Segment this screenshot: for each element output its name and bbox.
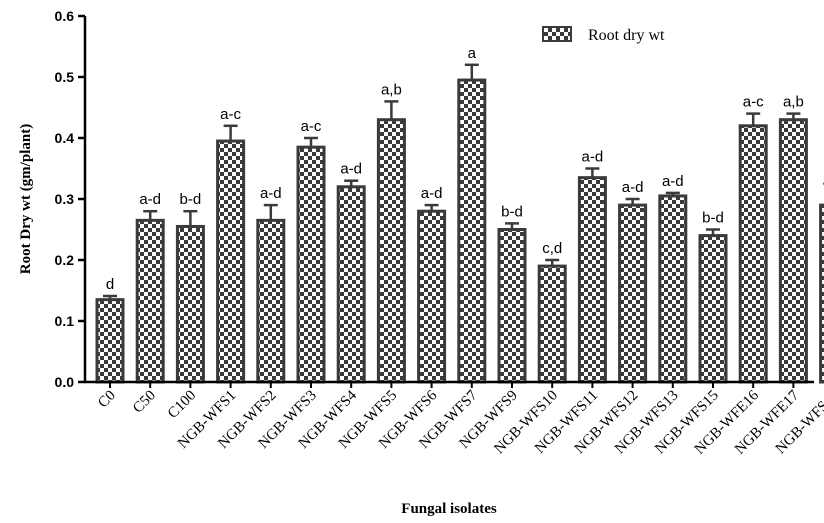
y-tick-label: 0.3: [55, 191, 75, 207]
bar-NGB-WFS9: [497, 228, 527, 384]
significance-label: a-d: [139, 191, 161, 208]
bar-NGB-WFS13: [658, 194, 688, 384]
error-bar: [706, 228, 720, 236]
significance-label: b-d: [180, 191, 202, 208]
error-bar: [384, 100, 399, 120]
significance-label: b-d: [501, 203, 523, 220]
bar-NGB-WFE17: [778, 118, 808, 384]
y-tick-label: 0.6: [55, 8, 75, 24]
significance-label: a-d: [260, 185, 282, 202]
significance-label: a,b: [783, 94, 804, 111]
legend: Root dry wt: [542, 26, 665, 44]
x-axis-title: Fungal isolates: [401, 501, 497, 517]
error-bar: [505, 222, 519, 230]
error-bar: [545, 258, 560, 267]
significance-label: b-d: [702, 210, 724, 227]
error-bar: [625, 197, 640, 206]
bar-NGB-WFS11: [577, 176, 607, 384]
significance-label: a-d: [622, 179, 644, 196]
significance-label: a-d: [823, 173, 824, 190]
significance-label: c,d: [542, 240, 562, 257]
error-bar: [424, 203, 439, 212]
significance-label: d: [106, 276, 114, 293]
bar-C0: [95, 298, 125, 384]
error-bar: [304, 136, 318, 148]
significance-label: a,b: [381, 81, 402, 98]
y-tick-label: 0.2: [55, 252, 75, 268]
significance-label: a-c: [301, 118, 322, 135]
significance-label: a-d: [582, 149, 604, 166]
error-bar: [585, 167, 600, 178]
significance-label: a-c: [743, 94, 764, 111]
bar-NGB-WFS6: [417, 209, 447, 384]
error-bar: [464, 63, 479, 81]
bar-NGB-WFS3: [296, 145, 326, 384]
bar-NGB-WFS1: [216, 139, 246, 384]
bar-NGB-WFE16: [738, 124, 768, 384]
bar-NGB-WFS10: [537, 264, 567, 384]
bar-NGB-WFS4: [336, 185, 366, 384]
bar-C100: [175, 224, 205, 384]
y-tick-label: 0.0: [55, 374, 75, 390]
error-bar: [263, 203, 278, 221]
x-tick-label: C50: [130, 388, 159, 417]
significance-label: a-d: [662, 173, 684, 190]
bar-NGB-WFS18: [819, 203, 824, 384]
significance-label: a-c: [220, 106, 241, 123]
significance-label: a-d: [421, 185, 443, 202]
significance-label: a: [468, 45, 477, 62]
bar-C50: [135, 218, 165, 384]
bar-NGB-WFS5: [376, 118, 406, 384]
error-bar: [183, 209, 198, 227]
y-tick-label: 0.4: [55, 130, 75, 146]
x-tick-label: C100: [165, 388, 199, 422]
bar-NGB-WFS2: [256, 218, 286, 384]
y-axis-title: Root Dry wt (gm/plant): [18, 124, 34, 274]
bars-layer: d a-d b-d a-c a-d a-c a-d a,b a-d a b-d c,d a-d a-d a-…: [95, 45, 824, 384]
error-bar: [786, 112, 801, 120]
y-tick-label: 0.5: [55, 69, 75, 85]
bar-NGB-WFS7: [457, 78, 487, 384]
x-tick-label: C0: [95, 388, 119, 412]
error-bar: [223, 124, 238, 142]
significance-label: a-d: [340, 161, 362, 178]
bar-NGB-WFS12: [618, 203, 648, 384]
error-bar: [103, 294, 117, 300]
bar-NGB-WFS15: [698, 234, 728, 384]
error-bar: [665, 191, 680, 196]
y-tick-label: 0.1: [55, 313, 75, 329]
legend-label: Root dry wt: [588, 27, 665, 44]
error-bar: [143, 209, 158, 221]
legend-swatch: [542, 26, 572, 42]
error-bar: [746, 112, 761, 126]
error-bar: [344, 179, 359, 187]
